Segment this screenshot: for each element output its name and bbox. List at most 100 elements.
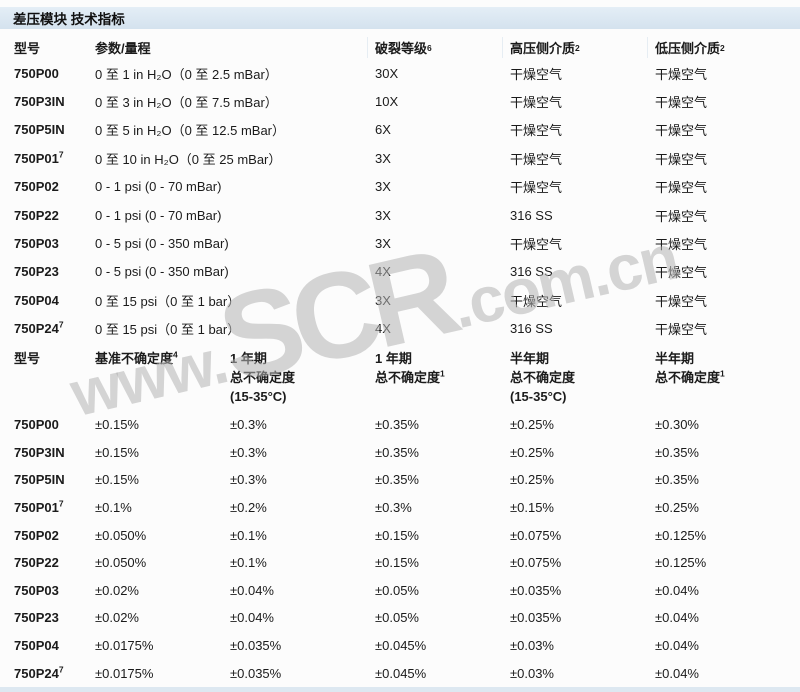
col-header-low-side-text: 低压侧介质 xyxy=(655,41,721,56)
header-text: 总不确定度 xyxy=(230,369,296,385)
table-row: 750P22 ±0.050% ±0.1% ±0.15% ±0.075% ±0.1… xyxy=(0,549,786,577)
table-row: 750P22 0 - 1 psi (0 - 70 mBar) 3X 316 SS… xyxy=(0,201,786,229)
1yr-uncertainty-cell: ±0.05% xyxy=(375,582,419,598)
uncertainty-table-body: 750P00 ±0.15% ±0.3% ±0.35% ±0.25% ±0.30%… xyxy=(0,411,786,687)
range-cell: 0 - 1 psi (0 - 70 mBar) xyxy=(95,179,222,195)
footnote-ref: 4 xyxy=(173,349,178,360)
section-title-bar: 差压模块 技术指标 xyxy=(0,7,800,29)
col-header-halfyr-uncertainty-15-35: 半年期 总不确定度 (15-35°C) xyxy=(510,350,655,407)
burst-rating-cell: 10X xyxy=(375,94,399,110)
model-text: 750P3IN xyxy=(14,94,65,110)
range-cell: 0 至 10 in H₂O（0 至 25 mBar） xyxy=(95,151,282,167)
model-text: 750P24 xyxy=(14,321,59,337)
model-text: 750P00 xyxy=(14,65,59,81)
low-side-medium-cell: 干燥空气 xyxy=(655,208,708,224)
model-text: 750P01 xyxy=(14,150,59,166)
header-text: 1 年期 xyxy=(375,351,412,366)
model-cell: 750P5IN xyxy=(14,472,95,487)
model-cell: 750P04 xyxy=(14,638,95,653)
baseline-uncertainty-cell: ±0.15% xyxy=(95,444,139,460)
header-text: 型号 xyxy=(14,351,41,366)
model-cell: 750P017 xyxy=(14,149,95,166)
high-side-medium-cell: 干燥空气 xyxy=(510,293,563,309)
model-text: 750P01 xyxy=(14,500,59,516)
low-side-medium-cell: 干燥空气 xyxy=(655,151,708,167)
table-row: 750P02 ±0.050% ±0.1% ±0.15% ±0.075% ±0.1… xyxy=(0,521,786,549)
low-side-medium-cell: 干燥空气 xyxy=(655,265,708,281)
baseline-uncertainty-cell: ±0.1% xyxy=(95,500,132,516)
model-cell: 750P23 xyxy=(14,264,95,279)
range-cell: 0 - 5 psi (0 - 350 mBar) xyxy=(95,236,229,252)
col-header-burst-text: 破裂等级 xyxy=(375,41,428,56)
table-row: 750P04 0 至 15 psi（0 至 1 bar） 3X 干燥空气 干燥空… xyxy=(0,286,786,314)
model-cell: 750P247 xyxy=(14,319,95,337)
halfyr-uncertainty-15-35-cell: ±0.075% xyxy=(510,527,562,543)
baseline-uncertainty-cell: ±0.02% xyxy=(95,582,139,598)
burst-rating-cell: 30X xyxy=(375,65,399,81)
range-cell: 0 - 5 psi (0 - 350 mBar) xyxy=(95,264,229,280)
model-footnote: 7 xyxy=(58,319,64,330)
halfyr-uncertainty-cell: ±0.125% xyxy=(655,527,707,543)
footnote-ref: 1 xyxy=(440,368,445,379)
model-cell: 750P3IN xyxy=(14,445,95,460)
model-text: 750P04 xyxy=(14,638,59,654)
table-row: 750P02 0 - 1 psi (0 - 70 mBar) 3X 干燥空气 干… xyxy=(0,173,786,201)
table-row: 750P5IN 0 至 5 in H₂O（0 至 12.5 mBar） 6X 干… xyxy=(0,116,786,144)
1yr-uncertainty-15-35-cell: ±0.04% xyxy=(230,610,274,626)
1yr-uncertainty-15-35-cell: ±0.1% xyxy=(230,555,267,571)
burst-rating-cell: 3X xyxy=(375,236,391,252)
burst-rating-cell: 4X xyxy=(375,321,391,337)
baseline-uncertainty-cell: ±0.050% xyxy=(95,527,147,543)
header-line: 1 年期 xyxy=(375,350,510,369)
model-cell: 750P02 xyxy=(14,528,95,543)
range-cell: 0 至 3 in H₂O（0 至 7.5 mBar） xyxy=(95,95,278,111)
table-row: 750P00 ±0.15% ±0.3% ±0.35% ±0.25% ±0.30% xyxy=(0,411,786,439)
section-title: 差压模块 技术指标 xyxy=(13,12,125,27)
halfyr-uncertainty-cell: ±0.04% xyxy=(655,665,699,681)
col-header-high-side-text: 高压侧介质 xyxy=(510,41,576,56)
range-cell: 0 至 1 in H₂O（0 至 2.5 mBar） xyxy=(95,66,278,82)
burst-rating-cell: 4X xyxy=(375,264,391,280)
header-line: 半年期 xyxy=(655,350,800,369)
1yr-uncertainty-cell: ±0.05% xyxy=(375,610,419,626)
table-row: 750P247 ±0.0175% ±0.035% ±0.045% ±0.03% … xyxy=(0,659,786,687)
header-text: (15-35°C) xyxy=(230,388,287,404)
model-footnote: 7 xyxy=(58,149,64,160)
model-cell: 750P03 xyxy=(14,583,95,598)
header-line: 总不确定度1 xyxy=(375,369,510,388)
header-text: 总不确定度 xyxy=(655,369,721,385)
col-header-range: 参数/量程 xyxy=(95,41,151,56)
high-side-medium-cell: 干燥空气 xyxy=(510,123,563,139)
high-side-medium-cell: 316 SS xyxy=(510,321,553,337)
header-text: 半年期 xyxy=(510,351,550,366)
halfyr-uncertainty-15-35-cell: ±0.03% xyxy=(510,638,554,654)
halfyr-uncertainty-15-35-cell: ±0.15% xyxy=(510,500,554,516)
table-row: 750P23 0 - 5 psi (0 - 350 mBar) 4X 316 S… xyxy=(0,258,786,286)
baseline-uncertainty-cell: ±0.15% xyxy=(95,472,139,488)
burst-rating-cell: 3X xyxy=(375,150,391,166)
burst-rating-cell: 3X xyxy=(375,292,391,308)
model-cell: 750P02 xyxy=(14,179,95,194)
1yr-uncertainty-cell: ±0.35% xyxy=(375,472,419,488)
halfyr-uncertainty-15-35-cell: ±0.035% xyxy=(510,582,562,598)
model-footnote: 7 xyxy=(58,664,64,675)
pressure-table-header: 型号 参数/量程 破裂等级 6 高压侧介质 2 低压侧介质 2 xyxy=(0,37,800,58)
col-header-1yr-uncertainty: 1 年期 总不确定度1 xyxy=(375,350,510,388)
pressure-table-body: 750P00 0 至 1 in H₂O（0 至 2.5 mBar） 30X 干燥… xyxy=(0,59,786,343)
table-row: 750P5IN ±0.15% ±0.3% ±0.35% ±0.25% ±0.35… xyxy=(0,466,786,494)
halfyr-uncertainty-15-35-cell: ±0.25% xyxy=(510,444,554,460)
model-cell: 750P3IN xyxy=(14,94,95,109)
burst-rating-cell: 6X xyxy=(375,122,391,138)
1yr-uncertainty-15-35-cell: ±0.04% xyxy=(230,582,274,598)
baseline-uncertainty-cell: ±0.0175% xyxy=(95,638,154,654)
halfyr-uncertainty-15-35-cell: ±0.035% xyxy=(510,610,562,626)
col-header-1yr-uncertainty-15-35: 1 年期 总不确定度 (15-35°C) xyxy=(230,350,375,407)
header-line: (15-35°C) xyxy=(510,388,655,407)
header-line: 1 年期 xyxy=(230,350,375,369)
1yr-uncertainty-cell: ±0.35% xyxy=(375,417,419,433)
header-text: 1 年期 xyxy=(230,351,267,366)
baseline-uncertainty-cell: ±0.050% xyxy=(95,555,147,571)
low-side-medium-cell: 干燥空气 xyxy=(655,293,708,309)
halfyr-uncertainty-cell: ±0.30% xyxy=(655,417,699,433)
model-text: 750P04 xyxy=(14,292,59,308)
